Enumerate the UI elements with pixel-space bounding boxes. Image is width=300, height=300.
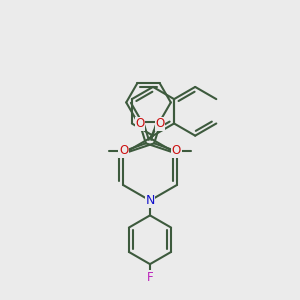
Text: F: F [147,271,153,284]
Text: O: O [172,144,181,157]
Text: N: N [145,194,155,207]
Text: O: O [119,144,128,157]
Text: O: O [135,118,145,130]
Text: O: O [155,118,165,130]
